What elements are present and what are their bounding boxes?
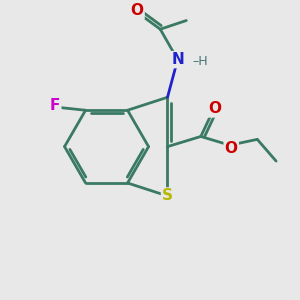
Text: O: O bbox=[130, 4, 144, 19]
Text: F: F bbox=[50, 98, 60, 112]
Text: O: O bbox=[225, 141, 238, 156]
Text: O: O bbox=[208, 101, 221, 116]
Text: –H: –H bbox=[192, 55, 208, 68]
Text: S: S bbox=[162, 188, 173, 203]
Text: N: N bbox=[171, 52, 184, 67]
